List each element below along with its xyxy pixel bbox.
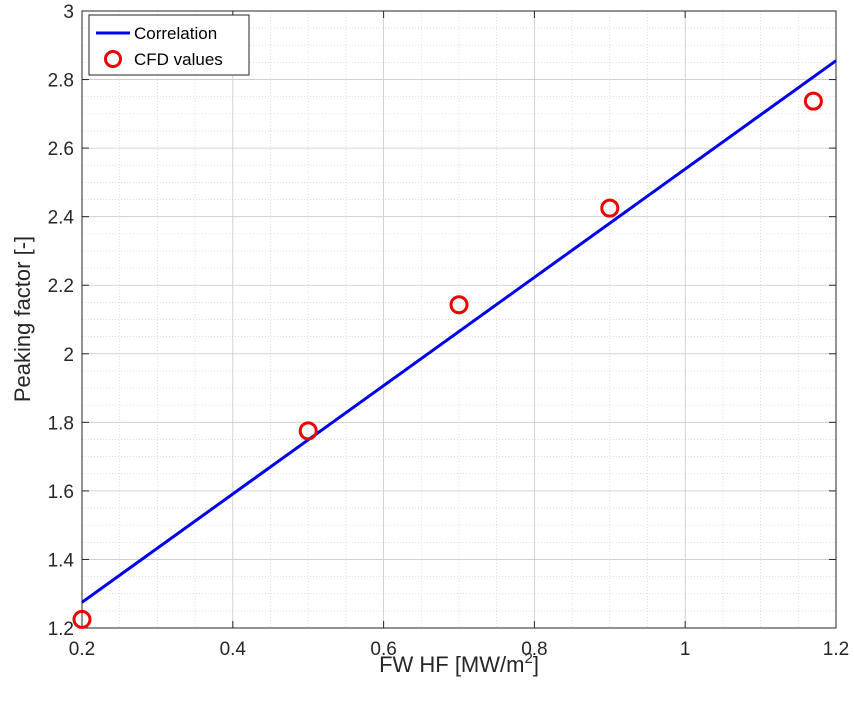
y-tick-label: 1.2	[48, 619, 74, 640]
x-axis-label-end: ]	[533, 652, 539, 677]
y-tick-label: 1.8	[48, 413, 74, 434]
y-tick-label: 1.4	[48, 550, 75, 571]
y-tick-label: 2	[63, 345, 74, 366]
x-axis-label-text: FW HF [MW/m	[379, 652, 524, 677]
legend: Correlation CFD values	[88, 14, 250, 76]
x-axis-label: FW HF [MW/m2]	[379, 650, 539, 677]
cfd-value-marker	[803, 91, 823, 111]
cfd-value-marker	[600, 198, 620, 218]
x-tick-label: 1.2	[823, 639, 849, 660]
legend-cfd-marker-icon	[104, 50, 122, 68]
x-tick-label: 0.4	[220, 639, 247, 660]
plot-frame	[81, 10, 837, 629]
legend-correlation-label: Correlation	[134, 24, 217, 43]
legend-cfd-label: CFD values	[134, 50, 223, 69]
y-tick-label: 2.8	[48, 71, 74, 92]
y-tick-label: 2.2	[48, 276, 74, 297]
y-tick-labels: 1.2 1.4 1.6 1.8 2 2.2 2.4 2.6 2.8 3	[48, 2, 75, 640]
y-tick-label: 1.6	[48, 482, 74, 503]
cfd-value-marker	[72, 609, 92, 629]
y-tick-label: 2.6	[48, 139, 74, 160]
x-tick-label: 0.8	[521, 639, 547, 660]
cfd-value-marker	[298, 421, 318, 441]
x-tick-label: 0.6	[370, 639, 396, 660]
x-axis-label-superscript: 2	[524, 650, 532, 667]
axis-ticks	[81, 10, 837, 629]
x-tick-label: 1	[680, 639, 691, 660]
x-tick-labels: 0.2 0.4 0.6 0.8 1 1.2	[69, 639, 849, 660]
series-layer	[72, 59, 837, 629]
cfd-value-marker	[449, 295, 469, 315]
y-tick-label: 2.4	[48, 208, 75, 229]
y-tick-label: 3	[63, 2, 74, 23]
plot-background	[82, 11, 836, 628]
x-tick-label: 0.2	[69, 639, 95, 660]
y-axis-label: Peaking factor [-]	[10, 236, 35, 402]
correlation-line	[81, 59, 837, 604]
